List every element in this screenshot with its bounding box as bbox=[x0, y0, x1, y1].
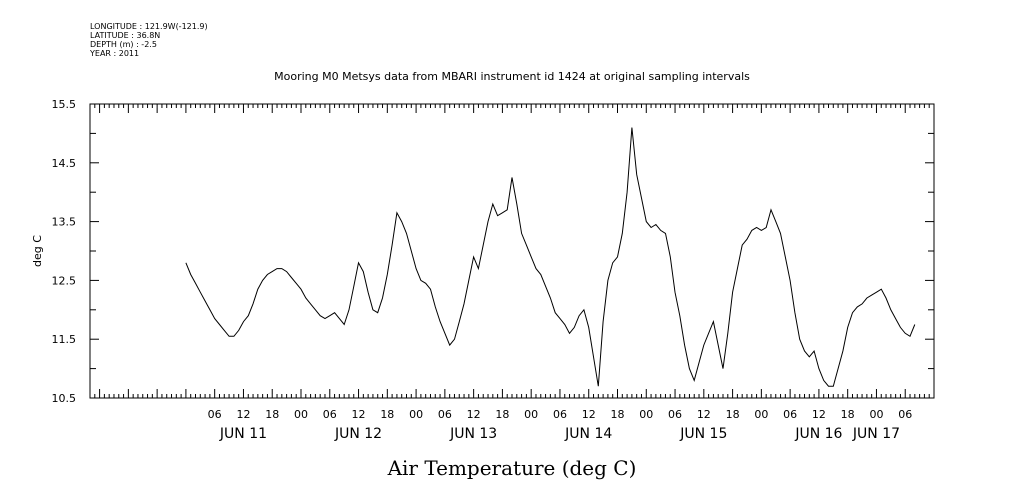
x-day-label: JUN 12 bbox=[334, 426, 382, 442]
series-line bbox=[185, 127, 916, 387]
x-tick-label: 06 bbox=[323, 408, 337, 421]
x-tick-label: 18 bbox=[841, 408, 855, 421]
y-tick-label: 14.5 bbox=[52, 157, 77, 170]
longitude-label: LONGITUDE : 121.9W(-121.9) bbox=[90, 22, 208, 31]
x-tick-label: 18 bbox=[495, 408, 509, 421]
x-axis: 06 12 18 00 06 12 18 00 06 12 18 00 06 12 18 00 06 12 18 00… bbox=[89, 104, 935, 442]
x-tick-label: 12 bbox=[236, 408, 250, 421]
x-day-label: JUN 16 bbox=[794, 426, 842, 442]
x-tick-label: 06 bbox=[668, 408, 682, 421]
depth-label: DEPTH (m) : -2.5 bbox=[90, 40, 157, 49]
x-tick-label: 00 bbox=[524, 408, 538, 421]
y-tick-label: 10.5 bbox=[52, 392, 77, 405]
x-day-label: JUN 13 bbox=[449, 426, 497, 442]
y-tick-label: 11.5 bbox=[52, 333, 77, 346]
chart-title: Mooring M0 Metsys data from MBARI instru… bbox=[274, 70, 750, 83]
x-tick-label: 06 bbox=[208, 408, 222, 421]
metadata-block: LONGITUDE : 121.9W(-121.9) LATITUDE : 36… bbox=[90, 22, 208, 58]
x-tick-label: 12 bbox=[467, 408, 481, 421]
x-day-label: JUN 14 bbox=[564, 426, 612, 442]
year-label: YEAR : 2011 bbox=[90, 49, 140, 58]
x-tick-label: 18 bbox=[611, 408, 625, 421]
y-tick-label: 15.5 bbox=[52, 98, 77, 111]
x-tick-label: 00 bbox=[639, 408, 653, 421]
x-tick-label: 12 bbox=[697, 408, 711, 421]
x-tick-label: 00 bbox=[409, 408, 423, 421]
y-axis: 10.5 11.5 12.5 13.5 14.5 15.5 bbox=[52, 98, 934, 405]
x-tick-label: 12 bbox=[582, 408, 596, 421]
x-tick-label: 12 bbox=[352, 408, 366, 421]
x-tick-label: 06 bbox=[898, 408, 912, 421]
x-tick-label: 00 bbox=[754, 408, 768, 421]
x-tick-label: 12 bbox=[812, 408, 826, 421]
x-day-label: JUN 17 bbox=[852, 426, 900, 442]
x-tick-label: 00 bbox=[869, 408, 883, 421]
x-axis-label: Air Temperature (deg C) bbox=[387, 456, 637, 480]
x-tick-label: 06 bbox=[783, 408, 797, 421]
x-day-label: JUN 11 bbox=[219, 426, 267, 442]
x-tick-label: 00 bbox=[294, 408, 308, 421]
x-tick-label: 18 bbox=[380, 408, 394, 421]
x-tick-label: 06 bbox=[553, 408, 567, 421]
x-tick-label: 18 bbox=[726, 408, 740, 421]
x-day-label: JUN 15 bbox=[679, 426, 727, 442]
latitude-label: LATITUDE : 36.8N bbox=[90, 31, 161, 40]
y-axis-label: deg C bbox=[31, 235, 44, 267]
x-tick-label: 18 bbox=[265, 408, 279, 421]
x-tick-label: 06 bbox=[438, 408, 452, 421]
y-tick-label: 12.5 bbox=[52, 274, 77, 287]
y-tick-label: 13.5 bbox=[52, 216, 77, 229]
